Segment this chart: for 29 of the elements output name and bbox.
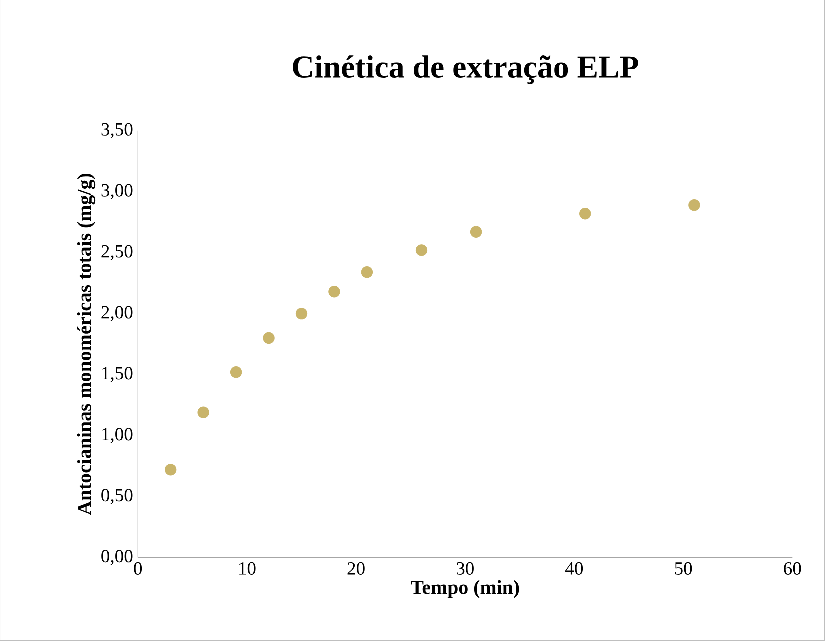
y-tick-label: 3,00 [102,184,133,200]
x-tick-label: 20 [348,562,365,575]
y-tick-label: 0,00 [102,550,133,566]
point [230,366,242,378]
y-tick-label: 0,50 [102,489,133,504]
point [328,286,340,298]
x-tick-label: 60 [784,562,802,575]
x-tick-label: 0 [134,562,142,575]
x-axis-title: Tempo (min) [411,580,520,598]
point [688,199,700,212]
point [361,266,374,278]
x-tick-label: 40 [566,562,584,575]
y-tick-label: 2,00 [102,306,133,322]
point [263,332,275,344]
y-tick-label: 1,00 [102,428,133,444]
x-tick-label: 30 [456,562,474,575]
x-tick-label: 50 [675,562,692,575]
point [470,226,482,238]
point [165,464,177,476]
point [580,208,592,220]
chart-title: Cinética de extração ELP [293,56,638,84]
y-tick-label: 3,50 [102,123,133,139]
point [416,244,428,256]
point [198,406,210,418]
y-tick-label: 1,50 [102,367,133,382]
point [296,308,308,320]
x-tick-label: 10 [240,562,256,575]
y-tick-label: 2,50 [102,245,133,260]
y-axis-title: Antocianinas monoméricas totais (mg/g) [77,174,96,516]
